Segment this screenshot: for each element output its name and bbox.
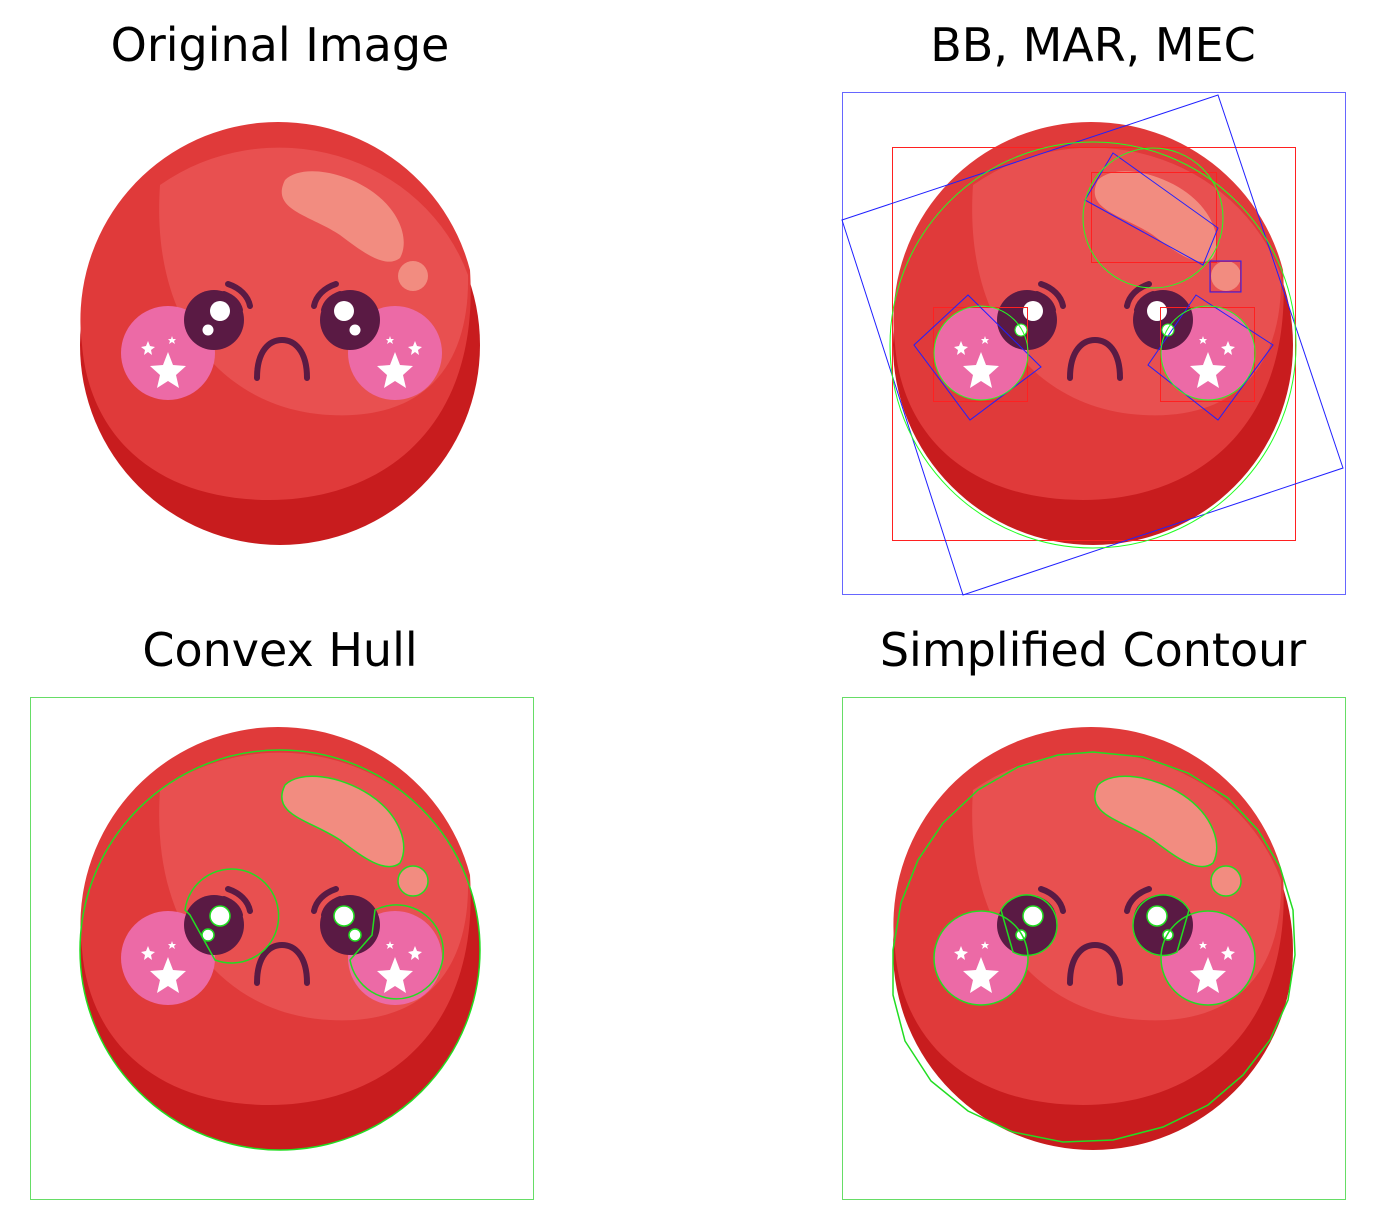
simplified-contour-figure: [842, 697, 1346, 1200]
panel-original-image: Original Image: [0, 0, 560, 600]
image-frame-green: [842, 697, 1346, 1200]
convex-hull-figure: [30, 697, 534, 1200]
min-enclosing-circles: [889, 141, 1297, 549]
image-frame-green: [30, 697, 534, 1200]
panel-title-convex-hull: Convex Hull: [142, 623, 418, 677]
min-area-rects: [841, 94, 1344, 596]
panel-convex-hull: Convex Hull: [0, 605, 560, 1205]
panel-title-original: Original Image: [110, 18, 450, 72]
image-frame-blue: [842, 92, 1346, 595]
panel-bb-mar-mec: BB, MAR, MEC: [813, 0, 1373, 600]
original-image-figure: [0, 0, 560, 600]
panel-title-simplified-contour: Simplified Contour: [879, 623, 1307, 677]
panel-simplified-contour: Simplified Contour: [813, 605, 1373, 1205]
convex-hull-contours: [79, 749, 481, 1151]
bb-mar-mec-figure: [841, 92, 1346, 596]
panel-title-bb-mar-mec: BB, MAR, MEC: [930, 18, 1256, 72]
simplified-contours: [892, 751, 1296, 1143]
